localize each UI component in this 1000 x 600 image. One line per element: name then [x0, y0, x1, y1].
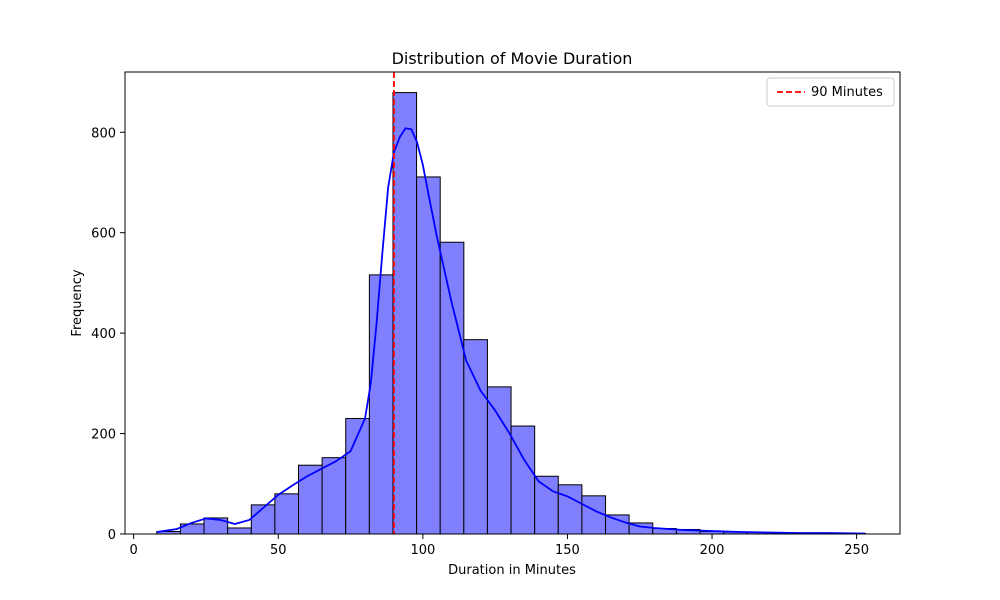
histogram-bar — [486, 386, 512, 535]
histogram-bar — [250, 504, 276, 535]
kde-layer — [156, 127, 866, 535]
y-axis-label: Frequency — [70, 269, 85, 336]
x-tick-label: 150 — [555, 543, 580, 558]
histogram-bar — [368, 274, 394, 535]
bars-layer — [156, 92, 866, 535]
y-tick-label: 400 — [91, 327, 116, 342]
x-axis-ticks: 0 50 100 150 200 250 — [130, 534, 869, 558]
y-tick-label: 200 — [91, 428, 116, 443]
legend: 90 Minutes — [766, 77, 895, 107]
histogram-bar — [557, 484, 583, 535]
chart-title: Distribution of Movie Duration — [392, 49, 633, 68]
y-axis-ticks: 0 200 400 600 800 — [91, 126, 125, 543]
kde-curve — [156, 127, 866, 535]
legend-box — [766, 77, 895, 107]
y-tick-label: 800 — [91, 126, 116, 141]
histogram-bar — [321, 457, 347, 535]
x-tick-label: 200 — [700, 543, 725, 558]
x-tick-label: 250 — [844, 543, 869, 558]
histogram-bar — [227, 527, 252, 535]
y-tick-label: 600 — [91, 227, 116, 242]
legend-label-90-minutes: 90 Minutes — [811, 85, 883, 100]
plot-frame — [124, 71, 901, 535]
histogram-bar — [581, 495, 607, 535]
histogram-bar — [274, 493, 300, 535]
y-tick-label: 0 — [108, 528, 116, 543]
histogram-bar — [605, 514, 630, 535]
histogram-bar — [416, 176, 441, 535]
x-axis-label: Duration in Minutes — [448, 563, 576, 578]
histogram-bar — [463, 339, 488, 535]
x-tick-label: 50 — [270, 543, 287, 558]
x-tick-label: 0 — [130, 543, 138, 558]
histogram-bar — [392, 92, 418, 535]
histogram-bar — [439, 241, 465, 535]
x-tick-label: 100 — [410, 543, 435, 558]
histogram-bar — [534, 475, 559, 535]
